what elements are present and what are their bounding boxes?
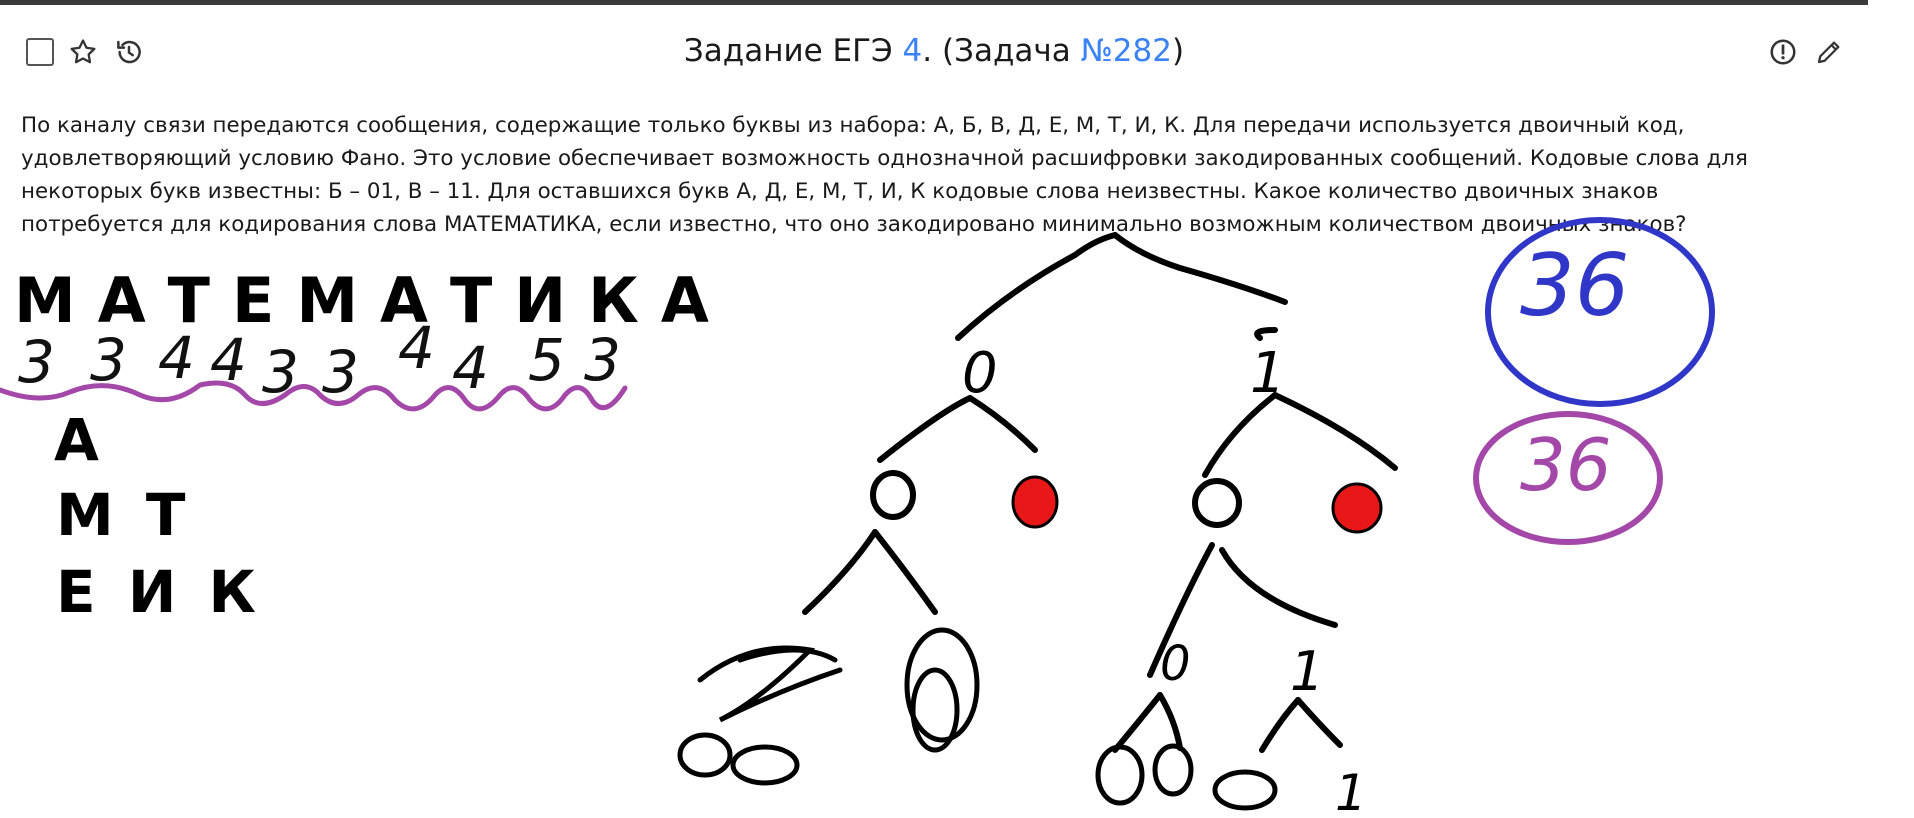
tree-edge	[1219, 547, 1338, 628]
tree-edge	[967, 395, 1038, 453]
task-number-link[interactable]: 4	[902, 33, 923, 69]
tree-node	[870, 470, 916, 520]
tree-edge	[1147, 542, 1215, 678]
scribble	[677, 732, 733, 778]
length-digit: 3	[262, 338, 299, 406]
scribble	[1152, 743, 1194, 797]
tree-edge	[1272, 392, 1398, 471]
length-digit: 3	[322, 338, 359, 406]
title-suffix: )	[1171, 33, 1185, 69]
page-title: Задание ЕГЭ 4. (Задача №282)	[0, 33, 1868, 69]
tree-edge	[1112, 692, 1163, 753]
task-line: некоторых букв известны: Б – 01, В – 11.…	[21, 179, 1659, 204]
tree-edge	[877, 395, 973, 463]
tree-labels: 0 1 0 1 1	[962, 341, 1367, 818]
tree-label: 0	[1160, 636, 1191, 692]
scribble	[904, 627, 980, 743]
scribble	[1095, 744, 1145, 806]
purple-underline	[0, 380, 628, 412]
group-row: М Т	[56, 481, 191, 549]
problem-number-link[interactable]: №282	[1080, 33, 1172, 69]
scribble	[697, 645, 843, 723]
tree-edge	[1259, 697, 1301, 753]
length-digit: 4	[158, 324, 195, 392]
tree-label: 0	[962, 341, 998, 406]
length-digit: 3	[90, 326, 127, 394]
scribble	[1212, 769, 1278, 811]
toolbar-right	[1766, 35, 1846, 69]
toolbar-left	[26, 35, 146, 69]
alert-circle-icon[interactable]	[1766, 35, 1800, 69]
scribble	[730, 744, 800, 786]
history-icon[interactable]	[112, 35, 146, 69]
red-node	[1331, 482, 1383, 534]
occupied-nodes	[1011, 475, 1383, 534]
purple-answer: 36	[1520, 423, 1612, 507]
task-statement: По каналу связи передаются сообщения, со…	[21, 109, 1851, 241]
red-node	[1011, 475, 1059, 529]
pencil-icon[interactable]	[1812, 35, 1846, 69]
tree-edge	[1295, 697, 1343, 748]
scribble	[910, 667, 960, 753]
tree-label: 1	[1250, 341, 1286, 406]
length-digit: 3	[584, 326, 621, 394]
tree-label: 1	[1290, 640, 1324, 703]
tree-node	[1192, 478, 1242, 528]
letter-groups: А М Т Е И К	[54, 406, 262, 626]
length-digit: 5	[528, 326, 565, 394]
tree-edge	[1254, 327, 1278, 341]
tree-edge	[872, 529, 938, 615]
title-prefix: Задание ЕГЭ	[683, 33, 903, 69]
tree-edge	[1202, 392, 1278, 478]
group-row: Е И К	[56, 558, 262, 626]
top-border	[0, 0, 1868, 5]
scribbled-nodes	[677, 627, 1278, 811]
length-digit: 4	[452, 334, 489, 402]
checkbox-icon[interactable]	[26, 38, 54, 66]
tree-edge	[802, 529, 878, 615]
annotation-lengths: 3 3 4 4 3 3 4 4 5 3	[18, 314, 621, 406]
group-row: А	[54, 406, 99, 474]
length-digit: 4	[398, 314, 435, 382]
length-digit: 4	[210, 326, 247, 394]
star-icon[interactable]	[66, 35, 100, 69]
task-card: Задание ЕГЭ 4. (Задача №282) По каналу с…	[0, 5, 1868, 265]
tree-edge	[1157, 692, 1183, 751]
length-digit: 3	[18, 328, 55, 396]
task-line: По каналу связи передаются сообщения, со…	[21, 113, 1685, 138]
tree-label: 1	[1335, 764, 1367, 818]
binary-tree	[802, 232, 1398, 753]
task-line: потребуется для кодирования слова МАТЕМА…	[21, 212, 1687, 237]
annotation-word: МАТЕМАТИКА	[14, 264, 731, 337]
task-line: удовлетворяющий условию Фано. Это услови…	[21, 146, 1748, 171]
purple-answer-circle	[1473, 411, 1663, 545]
title-middle: . (Задача	[922, 33, 1081, 69]
